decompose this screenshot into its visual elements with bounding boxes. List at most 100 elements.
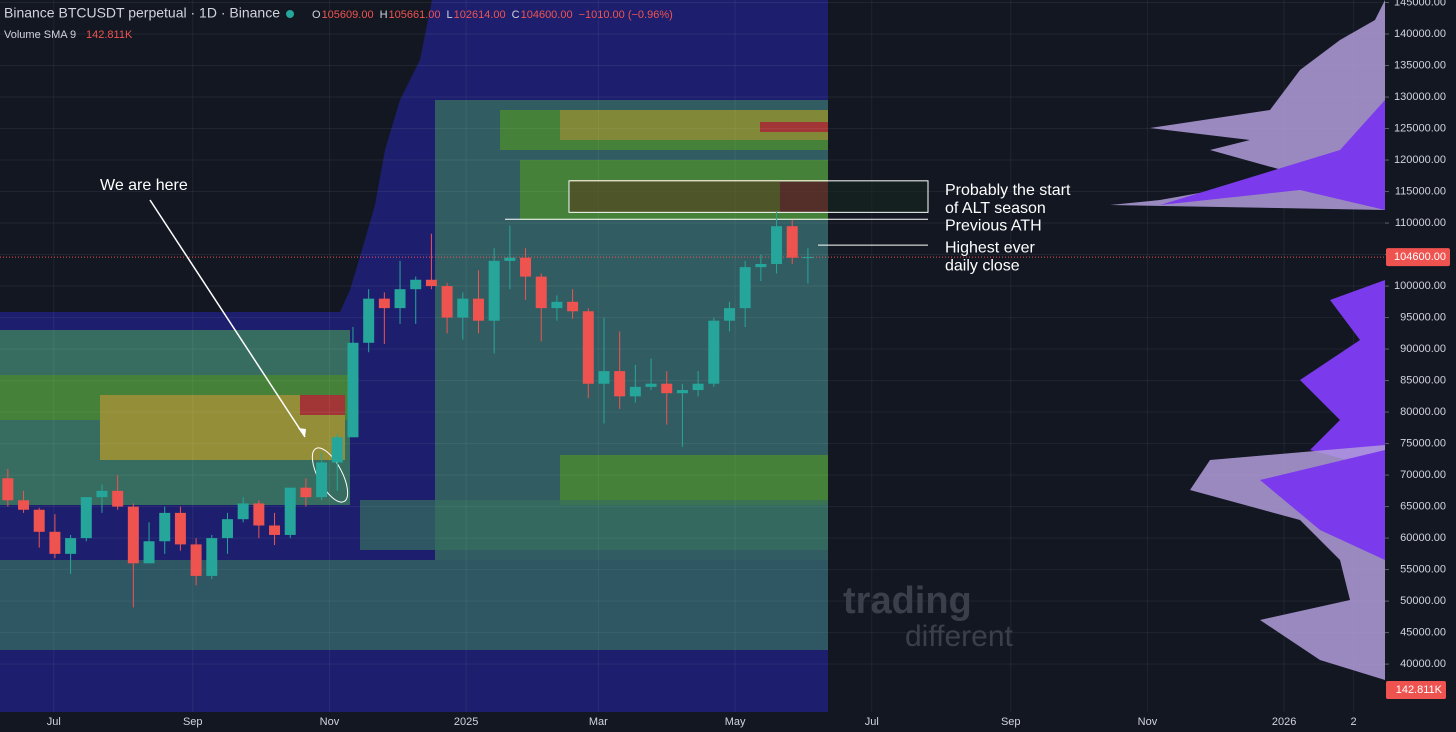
x-tick-label: Sep: [183, 716, 203, 728]
price-axis: [1385, 0, 1456, 732]
candle-body: [18, 500, 30, 510]
candle-body: [708, 320, 720, 384]
candle-body: [159, 512, 171, 542]
candle-body: [143, 541, 155, 564]
readout-label: L: [447, 9, 453, 21]
x-tick-label: 2026: [1272, 716, 1296, 728]
candle-body: [739, 267, 751, 309]
status-dot: [286, 10, 294, 18]
arrow-head: [298, 428, 306, 437]
candle-body: [802, 257, 814, 259]
y-tick-label: 40000.00: [1400, 658, 1446, 670]
y-tick-label: 45000.00: [1400, 627, 1446, 639]
candle-body: [221, 519, 233, 539]
x-tick-label: Jul: [47, 716, 61, 728]
candle-body: [127, 506, 139, 564]
y-tick-label: 110000.00: [1395, 217, 1446, 229]
readout-value: 105609.00: [322, 9, 374, 21]
candle-body: [284, 487, 296, 535]
y-tick-label: 115000.00: [1395, 185, 1446, 197]
x-tick-label: Mar: [589, 716, 608, 728]
volume-profile: [1110, 0, 1385, 680]
y-tick-label: 90000.00: [1400, 343, 1446, 355]
candle-body: [692, 383, 704, 391]
y-tick-label: 100000.00: [1394, 280, 1446, 292]
x-tick-label: 2025: [454, 716, 478, 728]
candle-body: [582, 311, 594, 384]
candle-body: [300, 487, 312, 498]
y-tick-label: 70000.00: [1400, 469, 1446, 481]
readout-change: −1010.00 (−0.96%): [579, 9, 673, 21]
x-tick-label: Nov: [320, 716, 340, 728]
annotation: of ALT season: [945, 200, 1046, 217]
candle-body: [771, 226, 783, 265]
candle-body: [378, 298, 390, 309]
candle-body: [363, 298, 375, 343]
candle-body: [174, 512, 186, 545]
indicator-tag: [1386, 681, 1446, 699]
candle-body: [253, 503, 265, 526]
x-tick-label: 2: [1351, 716, 1357, 728]
candle-body: [441, 286, 453, 318]
y-tick-label: 120000.00: [1394, 154, 1446, 166]
candle-body: [629, 386, 641, 397]
heatmap: [0, 0, 828, 712]
candle-body: [190, 544, 202, 576]
candle-body: [237, 503, 249, 520]
x-tick-label: Jul: [865, 716, 879, 728]
candle-body: [645, 383, 657, 387]
candle-body: [472, 298, 484, 321]
candle-body: [755, 264, 767, 268]
y-tick-label: 140000.00: [1394, 28, 1446, 40]
candle-body: [394, 289, 406, 309]
y-tick-label: 75000.00: [1400, 437, 1446, 449]
candle-body: [425, 279, 437, 287]
time-axis: [0, 712, 1456, 732]
candle-body: [676, 390, 688, 394]
readout-label: H: [380, 9, 388, 21]
annotation: We are here: [100, 177, 188, 194]
annotation: Probably the start: [945, 182, 1071, 199]
candle-body: [33, 509, 45, 532]
candle-body: [65, 538, 77, 554]
candle-body: [567, 301, 579, 312]
y-tick-label: 95000.00: [1400, 311, 1446, 323]
annotation-box: [568, 180, 929, 213]
last-price-tag: [1386, 248, 1450, 267]
readout-value: 105661.00: [389, 9, 441, 21]
y-tick-label: 135000.00: [1394, 59, 1446, 71]
candle-body: [206, 538, 218, 576]
x-tick-label: Nov: [1138, 716, 1158, 728]
y-tick-label: 130000.00: [1394, 91, 1446, 103]
y-tick-label: 85000.00: [1400, 374, 1446, 386]
y-tick-label: 125000.00: [1394, 122, 1446, 134]
candle-body: [504, 257, 516, 261]
candle-body: [96, 490, 108, 498]
indicator-name: Volume SMA 9: [4, 29, 76, 41]
x-tick-label: May: [725, 716, 746, 728]
candle-body: [316, 462, 328, 498]
y-tick-label: 50000.00: [1400, 595, 1446, 607]
candle-body: [410, 279, 422, 290]
candle-body: [457, 298, 469, 318]
readout-value: 102614.00: [454, 9, 506, 21]
candle-body: [49, 531, 61, 554]
candle-body: [786, 226, 798, 258]
ohlc-readout: O 105609.00 H 105661.00 L 102614.00 C 104600.00…: [312, 9, 673, 21]
indicator-axis-label: 142.811K: [1396, 684, 1443, 696]
chart-title: Binance BTCUSDT perpetual · 1D · Binance: [4, 5, 280, 21]
candle-body: [551, 301, 563, 309]
candle-body: [598, 371, 610, 384]
readout-label: C: [512, 9, 520, 21]
indicator-value: 142.811K: [86, 29, 133, 41]
candle-body: [269, 525, 281, 535]
y-tick-label: 80000.00: [1400, 406, 1446, 418]
x-tick-label: Sep: [1001, 716, 1021, 728]
candle-body: [535, 276, 547, 309]
candle-body: [2, 478, 14, 501]
last-price-label: 104600.00: [1394, 251, 1446, 263]
watermark: trading: [843, 580, 972, 622]
y-tick-label: 65000.00: [1400, 500, 1446, 512]
candle-body: [80, 497, 92, 539]
